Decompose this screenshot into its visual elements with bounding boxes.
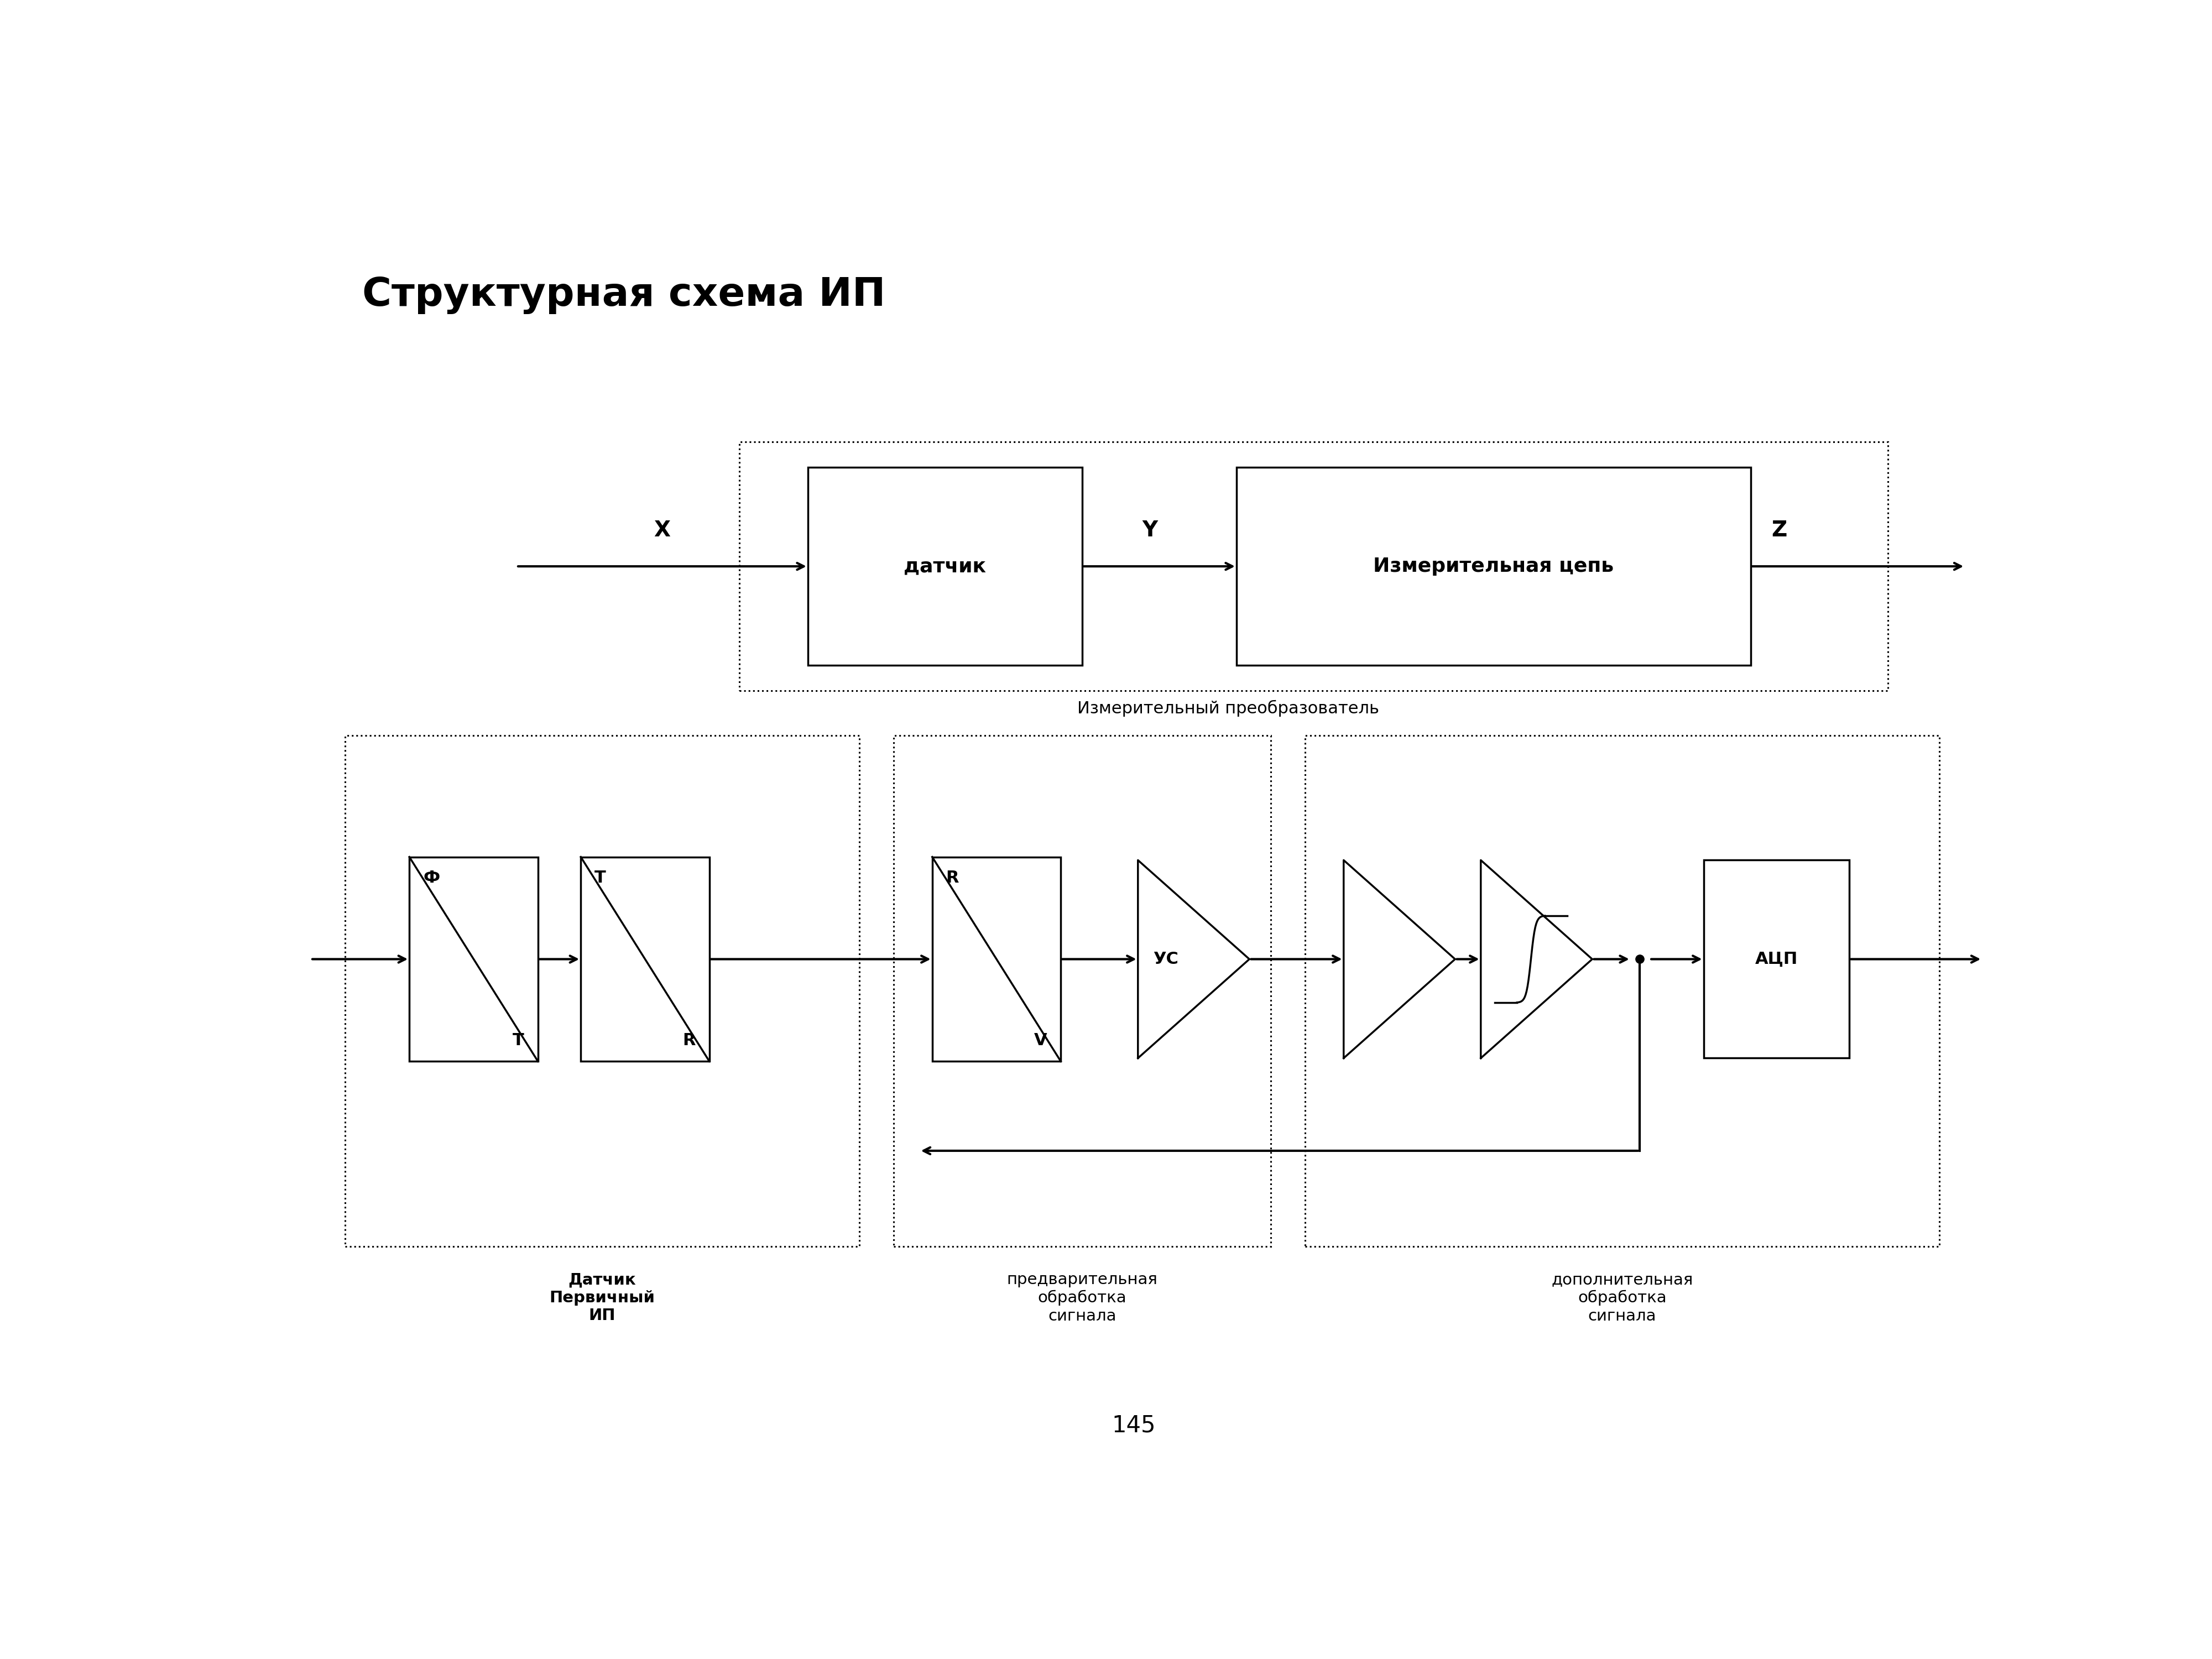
Polygon shape bbox=[1137, 859, 1250, 1058]
Text: Датчик
Первичный
ИП: Датчик Первичный ИП bbox=[549, 1272, 655, 1324]
Bar bbox=[807, 468, 1082, 665]
Text: R: R bbox=[947, 869, 960, 886]
Text: дополнительная
обработка
сигнала: дополнительная обработка сигнала bbox=[1551, 1272, 1692, 1324]
Text: УС: УС bbox=[1152, 951, 1179, 967]
Text: Измерительный преобразователь: Измерительный преобразователь bbox=[1077, 700, 1378, 717]
Text: Структурная схема ИП: Структурная схема ИП bbox=[363, 275, 885, 314]
Bar bbox=[894, 735, 1270, 1246]
Bar bbox=[345, 735, 858, 1246]
Bar bbox=[931, 858, 1062, 1062]
Text: T: T bbox=[513, 1032, 524, 1048]
Text: R: R bbox=[684, 1032, 695, 1048]
Polygon shape bbox=[1343, 859, 1455, 1058]
Text: Ф: Ф bbox=[422, 869, 440, 886]
Text: X: X bbox=[655, 519, 670, 541]
Text: АЦП: АЦП bbox=[1754, 951, 1798, 967]
Text: Y: Y bbox=[1141, 519, 1157, 541]
Polygon shape bbox=[1480, 859, 1593, 1058]
Bar bbox=[1305, 735, 1940, 1246]
Text: датчик: датчик bbox=[905, 557, 987, 576]
Bar bbox=[739, 441, 1889, 690]
Text: V: V bbox=[1033, 1032, 1046, 1048]
Text: T: T bbox=[595, 869, 606, 886]
Bar bbox=[1237, 468, 1752, 665]
Text: предварительная
обработка
сигнала: предварительная обработка сигнала bbox=[1006, 1272, 1157, 1324]
Text: Z: Z bbox=[1772, 519, 1787, 541]
Bar bbox=[582, 858, 710, 1062]
Bar bbox=[1703, 859, 1849, 1058]
Text: 145: 145 bbox=[1113, 1413, 1155, 1437]
Text: Измерительная цепь: Измерительная цепь bbox=[1374, 557, 1615, 576]
Bar bbox=[409, 858, 538, 1062]
